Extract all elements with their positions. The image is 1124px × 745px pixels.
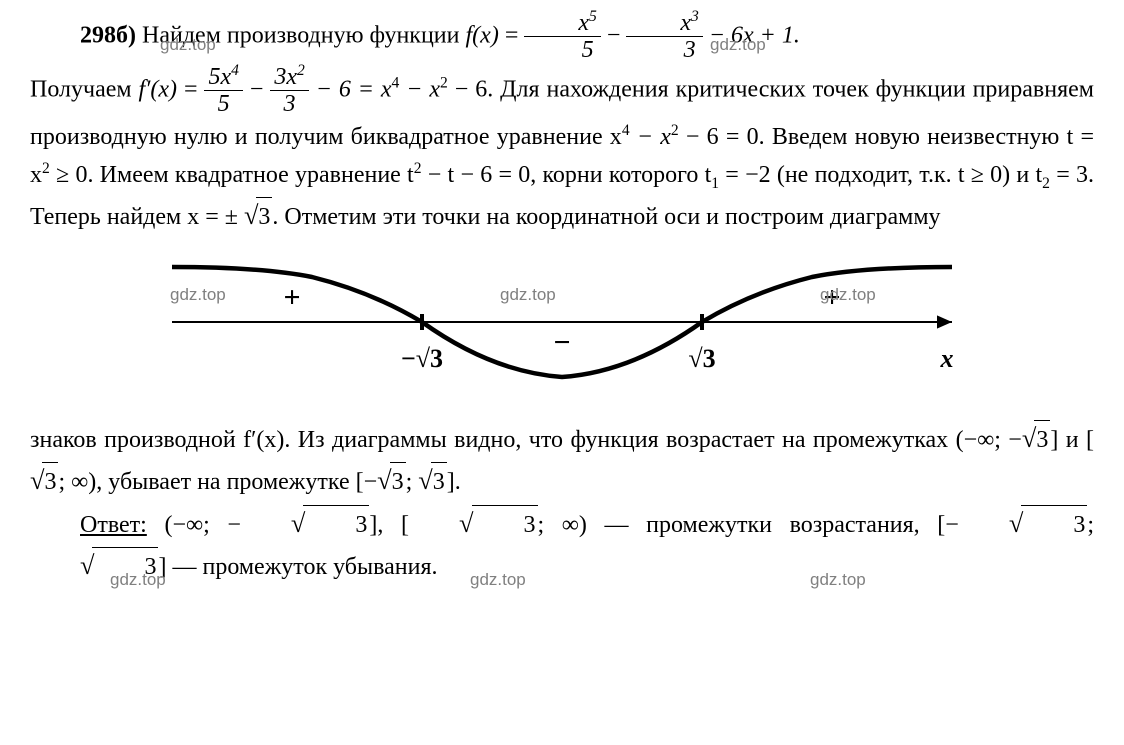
svg-text:−√3: −√3 <box>401 344 443 373</box>
sup: 3 <box>691 8 699 25</box>
svg-text:x: x <box>940 344 954 373</box>
fraction: x5 5 <box>524 10 600 64</box>
text: . Отметим эти точки на координатной оси … <box>272 204 940 230</box>
paragraph-2: Получаем f′(x) = 5x45 − 3x23 − 6 = x4 − … <box>30 64 1094 237</box>
sqrt-body: 3 <box>303 505 369 544</box>
watermark: gdz.top <box>470 570 526 590</box>
sup: 5 <box>589 8 597 25</box>
watermark: gdz.top <box>170 285 226 305</box>
sqrt-body: 3 <box>431 462 447 501</box>
sqrt: 3 <box>418 459 446 501</box>
watermark: gdz.top <box>110 570 166 590</box>
fraction: 5x4 5 <box>204 64 242 118</box>
den: 5 <box>524 37 600 63</box>
text: ; ∞) — промежутки возрастания, [− <box>538 512 959 538</box>
num: x <box>680 10 691 36</box>
text: = <box>177 76 204 102</box>
math-problem-page: 298б) Найдем производную функции f(x) = … <box>0 0 1124 596</box>
num: x <box>578 10 589 36</box>
sup: 4 <box>622 122 630 139</box>
answer-paragraph: Ответ: (−∞; −3], [3; ∞) — промежутки воз… <box>30 502 1094 587</box>
text: ]. <box>447 469 461 495</box>
diagram-svg: −√3√3x++− <box>112 237 1012 407</box>
sup: 2 <box>671 122 679 139</box>
text: ] — промежуток убывания. <box>158 554 437 580</box>
den: 3 <box>626 37 702 63</box>
sign-diagram: −√3√3x++− <box>112 237 1012 407</box>
math: f′(x) <box>138 76 177 102</box>
text: ; ∞), убывает на промежутке [− <box>58 469 377 495</box>
sqrt: 3 <box>377 459 405 501</box>
text: − <box>601 22 627 48</box>
paragraph-3: знаков производной f′(x). Из диаграммы в… <box>30 417 1094 502</box>
sup: 2 <box>42 160 50 177</box>
text: ; <box>1087 512 1094 538</box>
sqrt-body: 3 <box>472 505 538 544</box>
text: ; <box>406 469 419 495</box>
fraction: 3x2 3 <box>270 64 308 118</box>
text: = <box>499 22 525 48</box>
text: − 6 = x <box>309 76 392 102</box>
sqrt-body: 3 <box>42 462 58 501</box>
text: − <box>243 76 270 102</box>
sqrt: 3 <box>959 502 1087 544</box>
sqrt: 3 <box>241 502 369 544</box>
sqrt-body: 3 <box>390 462 406 501</box>
text: ], [ <box>369 512 409 538</box>
num: 5x <box>208 64 231 90</box>
text: Получаем <box>30 76 138 102</box>
watermark: gdz.top <box>810 570 866 590</box>
sup: 2 <box>440 74 448 91</box>
sqrt-body: 3 <box>256 197 272 236</box>
answer-label: Ответ: <box>80 512 147 538</box>
text: − x <box>630 124 671 150</box>
svg-text:−: − <box>553 326 570 359</box>
den: 3 <box>270 91 308 117</box>
watermark: gdz.top <box>500 285 556 305</box>
svg-text:+: + <box>283 281 300 314</box>
problem-number: 298б) <box>80 22 136 48</box>
sup: 4 <box>231 62 239 79</box>
text: ≥ 0. Имеем квадратное уравнение t <box>50 162 414 188</box>
text: ] и [ <box>1050 427 1094 453</box>
text: = −2 (не подходит, т.к. t ≥ 0) и t <box>719 162 1042 188</box>
math: f(x) <box>466 22 499 48</box>
watermark: gdz.top <box>160 35 216 55</box>
num: 3x <box>274 64 297 90</box>
sub: 1 <box>711 175 719 192</box>
svg-text:√3: √3 <box>688 344 715 373</box>
watermark: gdz.top <box>710 35 766 55</box>
sqrt-body: 3 <box>1021 505 1087 544</box>
text: знаков производной f′(x). Из диаграммы в… <box>30 427 1022 453</box>
sqrt-body: 3 <box>1034 420 1050 459</box>
den: 5 <box>204 91 242 117</box>
sqrt: 3 <box>30 459 58 501</box>
text: (−∞; − <box>147 512 241 538</box>
text: − t − 6 = 0, корни которо­го t <box>422 162 712 188</box>
sub: 2 <box>1042 175 1050 192</box>
sqrt: 3 <box>409 502 537 544</box>
watermark: gdz.top <box>820 285 876 305</box>
text: − x <box>399 76 440 102</box>
sup: 2 <box>297 62 305 79</box>
sqrt: 3 <box>1022 417 1050 459</box>
sqrt: 3 <box>244 194 272 236</box>
sup: 2 <box>414 160 422 177</box>
fraction: x3 3 <box>626 10 702 64</box>
